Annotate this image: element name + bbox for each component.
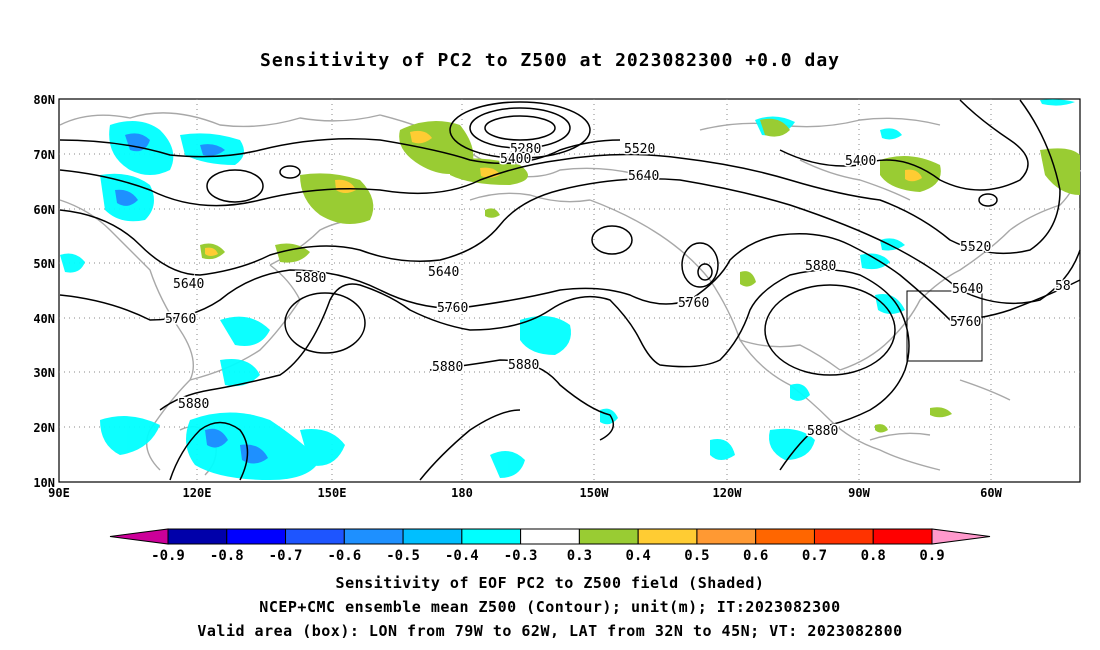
colorbar-box: [637, 528, 698, 545]
colorbar-label: 0.8: [861, 548, 886, 564]
longitude-labels: 90E 120E 150E 180 150W 120W 90W 60W: [48, 486, 1002, 500]
lon-label: 180: [451, 486, 473, 500]
contour-labels: 5280 5400 5520 5640 5400 5520 5640 5640 …: [164, 141, 1073, 441]
colorbar-box: [755, 528, 815, 545]
colorbar-box: [813, 528, 874, 545]
contour-label: 5520: [960, 240, 991, 255]
colorbar-label: 0.4: [626, 548, 651, 564]
latitude-labels: 80N 70N 60N 50N 40N 30N 20N 10N: [33, 93, 55, 490]
lon-label: 150W: [580, 486, 610, 500]
shading-orange: [205, 130, 922, 256]
colorbar-box: [285, 528, 345, 545]
colorbar-box: [343, 528, 404, 545]
lon-label: 120E: [183, 486, 212, 500]
colorbar-label: 0.7: [802, 548, 827, 564]
colorbar-label: 0.9: [919, 548, 944, 564]
colorbar-left-arrow: [109, 528, 169, 545]
contour-label: 5760: [950, 315, 981, 330]
contour-label: 5880: [178, 397, 209, 412]
lat-label: 50N: [33, 257, 55, 271]
colorbar-label: 0.5: [684, 548, 709, 564]
lat-label: 10N: [33, 476, 55, 490]
colorbar-box: [402, 528, 463, 545]
colorbar-box: [578, 528, 639, 545]
colorbar-box: [520, 528, 580, 545]
colorbar: -0.9 -0.8 -0.7 -0.6 -0.5 -0.4 -0.3 0.3 0.4 0.5 0.6…: [109, 528, 991, 564]
valid-area-box: [906, 290, 983, 362]
contour-label: 5760: [678, 296, 709, 311]
contour-label: 5640: [173, 277, 204, 292]
contour-label: 5640: [628, 169, 659, 184]
colorbar-box: [226, 528, 287, 545]
contour-label: 5400: [845, 154, 876, 169]
contour-label: 5880: [432, 360, 463, 375]
contour-label: 5880: [807, 424, 838, 439]
colorbar-label: -0.6: [327, 548, 361, 564]
z500-contours: [59, 99, 1081, 481]
colorbar-box: [696, 528, 757, 545]
colorbar-label: -0.3: [504, 548, 538, 564]
colorbar-label: -0.7: [269, 548, 303, 564]
lat-label: 70N: [33, 148, 55, 162]
colorbar-label: -0.9: [151, 548, 185, 564]
colorbar-label: -0.5: [386, 548, 420, 564]
colorbar-box: [872, 528, 933, 545]
lon-label: 60W: [980, 486, 1002, 500]
contour-label: 5760: [165, 312, 196, 327]
lat-label: 20N: [33, 421, 55, 435]
contour-label: 5760: [437, 301, 468, 316]
lon-label: 90E: [48, 486, 70, 500]
contour-label: 5880: [508, 358, 539, 373]
colorbar-label: -0.8: [210, 548, 244, 564]
colorbar-label: 0.6: [743, 548, 768, 564]
sensitivity-map: 5280 5400 5520 5640 5400 5520 5640 5640 …: [33, 93, 1081, 500]
contour-label: 5880: [805, 259, 836, 274]
lat-label: 30N: [33, 366, 55, 380]
contour-label: 5520: [624, 142, 655, 157]
caption-valid-area: Valid area (box): LON from 79W to 62W, L…: [197, 622, 903, 640]
caption-contour: NCEP+CMC ensemble mean Z500 (Contour); u…: [259, 598, 841, 616]
colorbar-right-arrow: [931, 528, 991, 545]
lat-label: 80N: [33, 93, 55, 107]
lat-label: 40N: [33, 312, 55, 326]
colorbar-box: [461, 528, 522, 545]
contour-label: 5280: [510, 142, 541, 157]
lon-label: 120W: [713, 486, 743, 500]
lat-label: 60N: [33, 203, 55, 217]
contour-label: 5400: [500, 152, 531, 167]
shading-positive: [200, 118, 1080, 433]
contour-label: 5640: [428, 265, 459, 280]
contour-label: 58: [1055, 279, 1071, 294]
caption-shaded: Sensitivity of EOF PC2 to Z500 field (Sh…: [335, 574, 765, 592]
lon-label: 90W: [848, 486, 870, 500]
lon-label: 150E: [318, 486, 347, 500]
colorbar-label: 0.3: [567, 548, 592, 564]
contour-label: 5880: [295, 271, 326, 286]
colorbar-label: -0.4: [445, 548, 479, 564]
colorbar-box: [167, 528, 228, 545]
contour-label: 5640: [952, 282, 983, 297]
map-title: Sensitivity of PC2 to Z500 at 2023082300…: [259, 50, 840, 71]
